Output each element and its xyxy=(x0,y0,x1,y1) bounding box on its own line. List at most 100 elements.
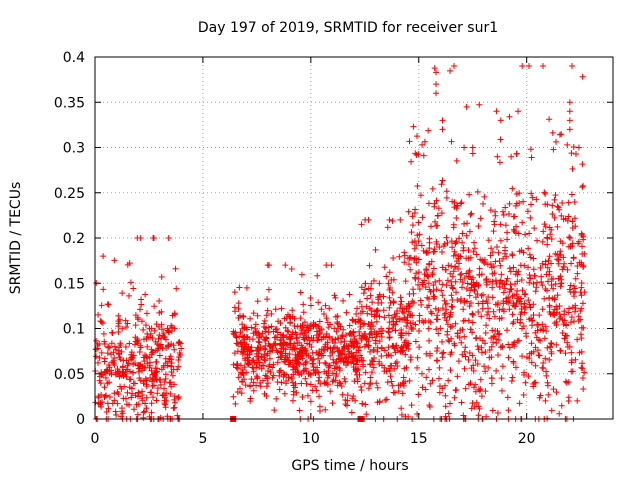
data-point xyxy=(388,352,395,359)
data-point xyxy=(384,379,391,386)
data-point xyxy=(426,239,433,246)
data-point xyxy=(458,339,465,346)
data-point xyxy=(277,340,284,347)
data-point xyxy=(160,364,167,371)
data-point xyxy=(570,289,577,296)
data-point xyxy=(339,333,346,340)
data-point xyxy=(144,343,151,350)
data-point xyxy=(98,403,105,410)
data-point xyxy=(433,197,440,204)
data-point xyxy=(140,409,147,416)
data-point xyxy=(509,341,516,348)
data-point xyxy=(506,200,513,207)
data-point xyxy=(299,344,306,351)
data-point xyxy=(358,303,365,310)
data-point xyxy=(101,384,108,391)
data-point xyxy=(166,379,173,386)
data-point xyxy=(568,349,575,356)
data-point xyxy=(397,301,404,308)
data-point xyxy=(458,295,465,302)
data-point xyxy=(122,317,129,324)
data-point xyxy=(431,203,438,210)
data-point xyxy=(569,218,576,225)
data-point xyxy=(545,257,552,264)
data-point xyxy=(452,387,459,394)
data-point xyxy=(385,312,392,319)
data-point xyxy=(263,383,270,390)
data-point xyxy=(108,340,115,347)
data-point xyxy=(441,240,448,247)
data-point xyxy=(98,318,105,325)
data-point xyxy=(331,365,338,372)
data-point xyxy=(160,330,167,337)
data-point xyxy=(434,222,441,229)
data-point xyxy=(561,335,568,342)
data-point xyxy=(553,138,560,145)
data-point xyxy=(454,202,461,209)
data-point xyxy=(348,409,355,416)
data-point xyxy=(356,344,363,351)
data-point xyxy=(519,63,526,70)
data-point xyxy=(116,354,123,361)
data-point xyxy=(516,298,523,305)
data-point xyxy=(481,193,488,200)
data-point xyxy=(566,126,573,133)
data-point xyxy=(484,261,491,268)
data-point xyxy=(517,311,524,318)
data-point xyxy=(412,275,419,282)
data-point xyxy=(503,298,510,305)
data-point xyxy=(402,278,409,285)
data-point xyxy=(426,402,433,409)
data-point xyxy=(162,375,169,382)
data-point xyxy=(292,357,299,364)
data-point xyxy=(529,317,536,324)
data-point xyxy=(427,223,434,230)
data-point xyxy=(559,329,566,336)
data-point xyxy=(310,356,317,363)
data-point xyxy=(303,380,310,387)
data-point xyxy=(401,339,408,346)
data-point xyxy=(397,348,404,355)
data-point xyxy=(500,289,507,296)
data-point xyxy=(300,361,307,368)
data-point xyxy=(427,352,434,359)
data-point xyxy=(488,375,495,382)
data-point xyxy=(474,291,481,298)
data-point xyxy=(529,194,536,201)
data-point xyxy=(548,260,555,267)
data-point xyxy=(175,363,182,370)
data-point xyxy=(263,392,270,399)
data-point xyxy=(253,382,260,389)
data-point xyxy=(274,329,281,336)
data-point xyxy=(120,357,127,364)
data-point xyxy=(152,338,159,345)
data-point xyxy=(115,318,122,325)
data-point xyxy=(471,403,478,410)
data-point xyxy=(373,318,380,325)
data-point xyxy=(280,339,287,346)
data-point xyxy=(232,400,239,407)
data-point xyxy=(270,372,277,379)
data-point xyxy=(457,271,464,278)
data-point xyxy=(378,353,385,360)
data-point xyxy=(504,236,511,243)
data-point xyxy=(502,204,509,211)
data-point xyxy=(581,250,588,257)
data-point xyxy=(466,273,473,280)
data-point xyxy=(111,397,118,404)
data-point xyxy=(548,236,555,243)
data-point xyxy=(409,299,416,306)
data-point xyxy=(518,276,525,283)
data-point xyxy=(499,208,506,215)
data-point xyxy=(332,294,339,301)
data-point xyxy=(527,275,534,282)
data-point xyxy=(356,371,363,378)
data-point xyxy=(505,294,512,301)
data-point xyxy=(578,348,585,355)
x-axis-label: GPS time / hours xyxy=(291,458,408,474)
data-point xyxy=(168,322,175,329)
data-point xyxy=(390,276,397,283)
data-point xyxy=(447,400,454,407)
data-point xyxy=(156,332,163,339)
data-point xyxy=(476,405,483,412)
